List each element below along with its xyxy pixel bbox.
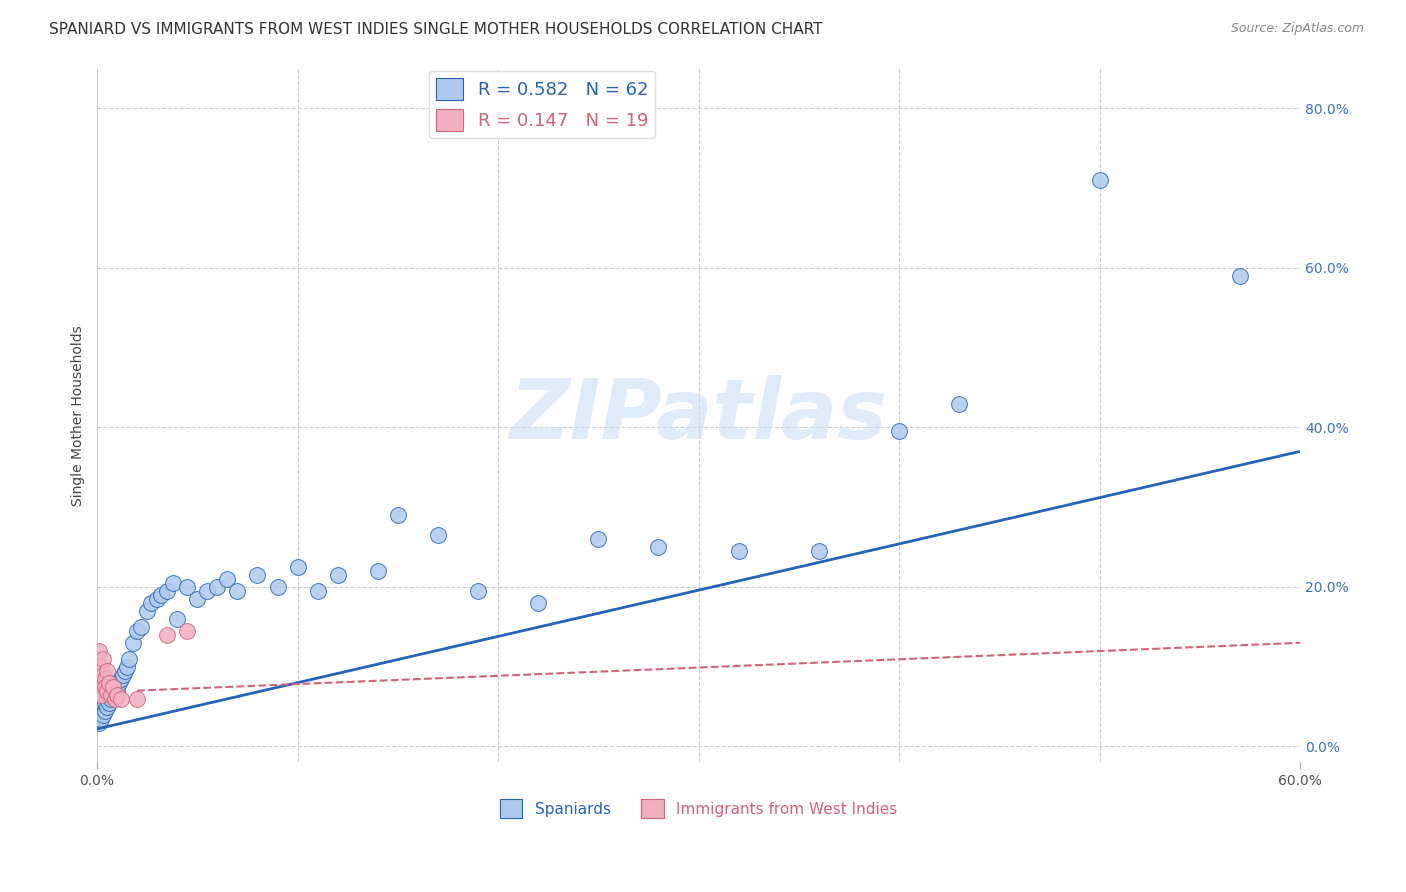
Point: [101, 680, 124, 694]
Point: [98, 675, 121, 690]
Point: [426, 528, 449, 542]
Point: [104, 680, 127, 694]
Point: [87, 704, 110, 718]
Point: [166, 612, 188, 626]
Point: [96, 664, 118, 678]
Point: [141, 596, 163, 610]
Point: [90, 659, 112, 673]
Text: Source: ZipAtlas.com: Source: ZipAtlas.com: [1230, 22, 1364, 36]
Point: [96, 691, 118, 706]
Point: [90, 712, 112, 726]
Point: [226, 584, 249, 599]
Point: [115, 659, 138, 673]
Point: [90, 691, 112, 706]
Point: [94, 704, 117, 718]
Point: [87, 675, 110, 690]
Point: [150, 588, 173, 602]
Point: [98, 688, 121, 702]
Point: [287, 560, 309, 574]
Point: [100, 683, 122, 698]
Point: [96, 683, 118, 698]
Point: [217, 572, 239, 586]
Point: [207, 580, 229, 594]
Point: [948, 396, 970, 410]
Point: [101, 688, 124, 702]
Y-axis label: Single Mother Households: Single Mother Households: [72, 325, 86, 506]
Legend: Spaniards, Immigrants from West Indies: Spaniards, Immigrants from West Indies: [494, 793, 904, 824]
Point: [104, 691, 127, 706]
Point: [162, 576, 184, 591]
Point: [186, 591, 208, 606]
Point: [176, 624, 198, 638]
Point: [91, 667, 114, 681]
Point: [647, 540, 669, 554]
Point: [91, 707, 114, 722]
Point: [266, 580, 288, 594]
Point: [122, 636, 145, 650]
Point: [887, 425, 910, 439]
Point: [101, 675, 124, 690]
Point: [96, 683, 118, 698]
Point: [156, 628, 179, 642]
Point: [727, 544, 749, 558]
Point: [1088, 173, 1111, 187]
Point: [127, 624, 149, 638]
Point: [176, 580, 198, 594]
Point: [87, 644, 110, 658]
Point: [87, 715, 110, 730]
Point: [114, 664, 136, 678]
Point: [146, 591, 169, 606]
Point: [100, 691, 122, 706]
Text: SPANIARD VS IMMIGRANTS FROM WEST INDIES SINGLE MOTHER HOUSEHOLDS CORRELATION CHA: SPANIARD VS IMMIGRANTS FROM WEST INDIES …: [49, 22, 823, 37]
Point: [467, 584, 489, 599]
Point: [98, 696, 121, 710]
Point: [118, 652, 141, 666]
Point: [90, 699, 112, 714]
Point: [105, 688, 128, 702]
Point: [110, 672, 132, 686]
Point: [91, 696, 114, 710]
Point: [246, 568, 269, 582]
Point: [91, 652, 114, 666]
Text: ZIPatlas: ZIPatlas: [509, 375, 887, 456]
Point: [104, 688, 127, 702]
Point: [129, 620, 152, 634]
Point: [90, 688, 112, 702]
Point: [136, 604, 159, 618]
Point: [110, 691, 132, 706]
Point: [96, 699, 118, 714]
Point: [94, 672, 117, 686]
Point: [307, 584, 329, 599]
Point: [527, 596, 550, 610]
Point: [1229, 268, 1251, 283]
Point: [588, 532, 610, 546]
Point: [387, 508, 409, 523]
Point: [91, 688, 114, 702]
Point: [112, 667, 135, 681]
Point: [807, 544, 830, 558]
Point: [326, 568, 349, 582]
Point: [100, 688, 122, 702]
Point: [94, 680, 117, 694]
Point: [195, 584, 218, 599]
Point: [156, 584, 179, 599]
Point: [127, 691, 149, 706]
Point: [367, 564, 389, 578]
Point: [108, 675, 131, 690]
Point: [105, 683, 128, 698]
Point: [94, 696, 117, 710]
